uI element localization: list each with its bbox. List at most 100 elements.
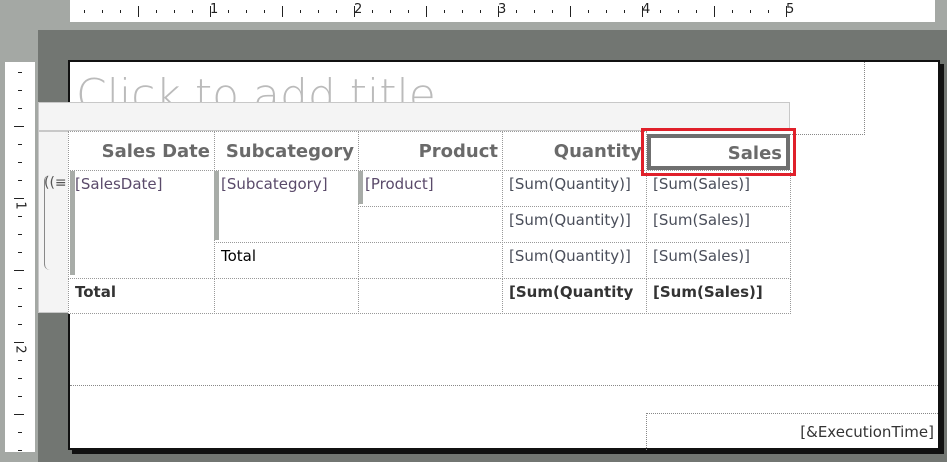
ruler-tick bbox=[606, 10, 607, 13]
ruler-tick bbox=[18, 252, 22, 253]
ruler-tick bbox=[228, 10, 229, 13]
ruler-tick bbox=[18, 324, 22, 325]
ruler-tick bbox=[14, 126, 24, 127]
ruler-tick bbox=[750, 10, 751, 13]
ruler-tick bbox=[18, 432, 22, 433]
ruler-tick bbox=[282, 6, 283, 17]
header-cell[interactable]: Subcategory bbox=[214, 131, 359, 171]
selected-cell-sales-header[interactable]: Sales bbox=[641, 128, 796, 176]
ruler-tick bbox=[318, 10, 319, 13]
ruler-tick bbox=[588, 10, 589, 13]
ruler-tick bbox=[14, 270, 24, 271]
ruler-tick bbox=[732, 10, 733, 13]
ruler-tick bbox=[18, 396, 22, 397]
ruler-tick bbox=[102, 10, 103, 13]
ruler-number: 1 bbox=[12, 201, 28, 210]
table-cell[interactable] bbox=[358, 206, 503, 243]
ruler-tick bbox=[246, 10, 247, 13]
group-indicator-salesdate bbox=[70, 171, 75, 275]
ruler-tick bbox=[18, 90, 22, 91]
ruler-number: 3 bbox=[498, 2, 507, 17]
ruler-tick bbox=[714, 6, 715, 17]
ruler-tick bbox=[642, 6, 643, 17]
ruler-tick bbox=[678, 10, 679, 13]
ruler-tick bbox=[552, 10, 553, 13]
ruler-tick bbox=[768, 10, 769, 13]
sales-header-text: Sales bbox=[647, 134, 790, 170]
ruler-number: 1 bbox=[210, 2, 219, 17]
ruler-tick bbox=[534, 10, 535, 13]
ruler-tick bbox=[264, 10, 265, 13]
ruler-tick bbox=[498, 6, 499, 17]
ruler-tick bbox=[444, 10, 445, 13]
ruler-number: 4 bbox=[642, 2, 651, 17]
ruler-tick bbox=[18, 144, 22, 145]
ruler-tick bbox=[18, 216, 22, 217]
ruler-tick bbox=[18, 288, 22, 289]
column-handles[interactable] bbox=[38, 102, 790, 131]
table-cell[interactable]: [Product] bbox=[358, 170, 503, 207]
table-cell[interactable]: [Sum(Sales)] bbox=[646, 206, 791, 243]
ruler-tick bbox=[570, 6, 571, 17]
row-handles[interactable] bbox=[38, 131, 69, 313]
ruler-tick bbox=[18, 360, 22, 361]
table-cell[interactable] bbox=[358, 278, 503, 314]
ruler-tick bbox=[18, 108, 22, 109]
ruler-number: 2 bbox=[12, 345, 28, 354]
ruler-tick bbox=[192, 10, 193, 13]
ruler-tick bbox=[660, 10, 661, 13]
ruler-tick bbox=[18, 378, 22, 379]
execution-time-textbox[interactable]: [&ExecutionTime] bbox=[646, 413, 938, 450]
table-cell[interactable] bbox=[214, 278, 359, 314]
table-cell[interactable]: [Subcategory] bbox=[214, 170, 359, 243]
ruler-tick bbox=[480, 10, 481, 13]
table-cell[interactable]: [Sum(Quantity)] bbox=[502, 206, 647, 243]
header-cell[interactable]: Product bbox=[358, 131, 503, 171]
table-cell[interactable]: [Sum(Sales)] bbox=[646, 278, 791, 314]
ruler-tick bbox=[354, 6, 355, 17]
ruler-tick bbox=[426, 6, 427, 17]
ruler-number: 5 bbox=[786, 2, 795, 17]
ruler-tick bbox=[14, 198, 24, 199]
ruler-tick bbox=[84, 10, 85, 13]
table-cell[interactable]: [Sum(Sales)] bbox=[646, 242, 791, 279]
header-cell[interactable]: Quantity bbox=[502, 131, 647, 171]
ruler-tick bbox=[18, 450, 22, 451]
table-cell[interactable]: [Sum(Quantity)] bbox=[502, 242, 647, 279]
ruler-tick bbox=[138, 6, 139, 17]
table-cell[interactable]: [Sum(Quantity bbox=[502, 278, 647, 314]
ruler-tick bbox=[624, 10, 625, 13]
ruler-tick bbox=[120, 10, 121, 13]
ruler-tick bbox=[516, 10, 517, 13]
table-cell[interactable]: [Sum(Quantity)] bbox=[502, 170, 647, 207]
ruler-tick bbox=[210, 6, 211, 17]
ruler-tick bbox=[18, 162, 22, 163]
table-cell[interactable]: [Sum(Sales)] bbox=[646, 170, 791, 207]
ruler-tick bbox=[18, 180, 22, 181]
ruler-tick bbox=[156, 10, 157, 13]
ruler-tick bbox=[390, 10, 391, 13]
ruler-tick bbox=[336, 10, 337, 13]
table-cell[interactable]: Total bbox=[68, 278, 215, 314]
header-cell[interactable]: Sales Date bbox=[68, 131, 215, 171]
ruler-tick bbox=[18, 306, 22, 307]
table-cell[interactable]: [SalesDate] bbox=[68, 170, 215, 279]
ruler-number: 2 bbox=[354, 2, 363, 17]
ruler-tick bbox=[14, 414, 24, 415]
ruler-tick bbox=[174, 10, 175, 13]
group-indicator-product bbox=[358, 171, 363, 204]
ruler-tick bbox=[462, 10, 463, 13]
table-cell[interactable] bbox=[358, 242, 503, 279]
ruler-tick bbox=[696, 10, 697, 13]
ruler-tick bbox=[372, 10, 373, 13]
horizontal-ruler: 1 2 3 4 5 bbox=[70, 0, 935, 22]
row-group-bracket bbox=[44, 175, 52, 270]
table-cell[interactable]: Total bbox=[214, 242, 359, 279]
body-footer-divider[interactable] bbox=[70, 385, 938, 386]
group-indicator-subcategory bbox=[214, 171, 219, 240]
ruler-tick bbox=[18, 234, 22, 235]
ruler-tick bbox=[14, 342, 24, 343]
ruler-tick bbox=[408, 10, 409, 13]
ruler-tick bbox=[300, 10, 301, 13]
